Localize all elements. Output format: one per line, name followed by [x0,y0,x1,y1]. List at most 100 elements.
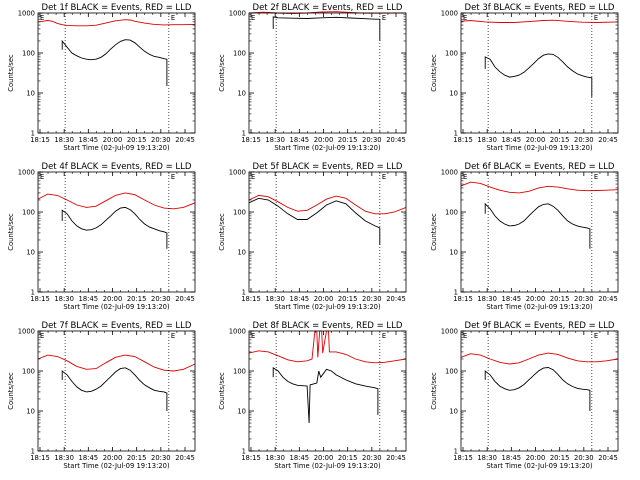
event-marker-label: E [463,14,467,22]
event-marker-label: E [251,14,255,22]
x-tick-label: 20:00 [314,295,334,303]
event-marker-label: E [594,173,598,181]
x-tick-label: 20:15 [550,295,570,303]
y-tick-label: 10 [237,248,246,256]
x-tick-label: 20:00 [314,136,334,144]
x-tick-label: 20:15 [338,136,358,144]
y-axis-label: Counts/sec [430,372,438,410]
x-tick-label: 20:15 [127,136,147,144]
x-tick-label: 20:15 [338,295,358,303]
x-tick-label: 18:15 [453,454,473,462]
x-axis-label: Start Time (02-Jul-09 19:13:20) [486,303,593,311]
series-line-2 [248,197,381,245]
event-marker-label: E [171,14,175,22]
y-axis-label: Counts/sec [430,54,438,92]
x-tick-label: 18:30 [265,454,285,462]
y-tick-label: 100 [22,367,35,375]
x-tick-label: 20:45 [175,295,195,303]
x-tick-label: 20:00 [526,295,546,303]
x-tick-label: 18:30 [477,454,497,462]
x-tick-label: 20:30 [362,295,382,303]
y-axis-label: Counts/sec [7,54,15,92]
x-tick-label: 18:15 [453,136,473,144]
y-tick-label: 10 [26,89,35,97]
plot-frame [37,171,196,293]
x-tick-label: 20:15 [550,136,570,144]
x-tick-label: 20:30 [574,136,594,144]
plot-frame [460,330,619,452]
x-tick-label: 18:45 [502,454,522,462]
x-tick-label: 18:30 [54,454,74,462]
y-tick-label: 1000 [441,9,458,17]
series-line-1 [460,352,619,365]
y-tick-label: 10 [237,407,246,415]
event-marker-label: E [463,332,467,340]
plot-frame [248,12,407,134]
x-tick-label: 18:30 [265,136,285,144]
x-tick-label: 20:30 [151,295,171,303]
series-line-2 [61,206,168,249]
event-marker-label: E [171,173,175,181]
event-marker-label: E [40,14,44,22]
x-tick-label: 20:45 [386,454,406,462]
x-tick-label: 20:30 [362,136,382,144]
x-tick-label: 20:30 [151,454,171,462]
y-tick-label: 1000 [18,327,35,335]
panel-title: Det 3f BLACK = Events, RED = LLD [465,3,615,13]
event-marker-label: E [594,14,598,22]
y-tick-label: 10 [26,407,35,415]
x-tick-label: 18:45 [79,136,99,144]
x-tick-label: 20:00 [103,454,123,462]
x-tick-label: 20:45 [598,295,618,303]
y-axis-label: Counts/sec [430,213,438,251]
y-tick-label: 10 [449,248,458,256]
x-tick-label: 20:30 [362,454,382,462]
y-tick-label: 1000 [18,168,35,176]
x-tick-label: 18:15 [241,454,261,462]
series-line-1 [460,181,619,194]
y-tick-label: 1 [454,288,458,296]
x-tick-label: 20:30 [574,295,594,303]
x-tick-label: 20:15 [127,295,147,303]
x-axis-label: Start Time (02-Jul-09 19:13:20) [274,462,381,470]
x-tick-label: 20:45 [175,136,195,144]
x-axis-label: Start Time (02-Jul-09 19:13:20) [63,462,170,470]
series-line-2 [61,367,168,411]
x-axis-label: Start Time (02-Jul-09 19:13:20) [274,303,381,311]
y-tick-label: 1000 [229,327,246,335]
y-axis-label: Counts/sec [7,213,15,251]
y-tick-label: 100 [445,49,458,57]
y-axis-label: Counts/sec [218,372,226,410]
x-tick-label: 18:30 [477,295,497,303]
x-tick-label: 20:00 [314,454,334,462]
plot-frame [460,171,619,293]
event-marker-label: E [251,332,255,340]
series-line-1 [37,192,196,210]
y-tick-label: 1 [454,129,458,137]
event-marker-label: E [463,173,467,181]
x-tick-label: 18:45 [79,295,99,303]
event-marker-label: E [171,332,175,340]
event-marker-label: E [382,14,386,22]
y-tick-label: 100 [233,208,246,216]
panel-title: Det 5f BLACK = Events, RED = LLD [253,162,403,172]
y-tick-label: 1000 [441,327,458,335]
y-tick-label: 100 [22,49,35,57]
x-tick-label: 18:45 [79,454,99,462]
panel-title: Det 1f BLACK = Events, RED = LLD [42,3,192,13]
x-tick-label: 18:30 [54,295,74,303]
x-tick-label: 20:30 [151,136,171,144]
x-tick-label: 18:45 [290,295,310,303]
x-tick-label: 18:30 [265,295,285,303]
panel-title: Det 8f BLACK = Events, RED = LLD [253,321,403,331]
x-axis-label: Start Time (02-Jul-09 19:13:20) [274,144,381,152]
x-tick-label: 20:45 [386,295,406,303]
y-tick-label: 1000 [229,168,246,176]
y-tick-label: 1 [31,288,35,296]
